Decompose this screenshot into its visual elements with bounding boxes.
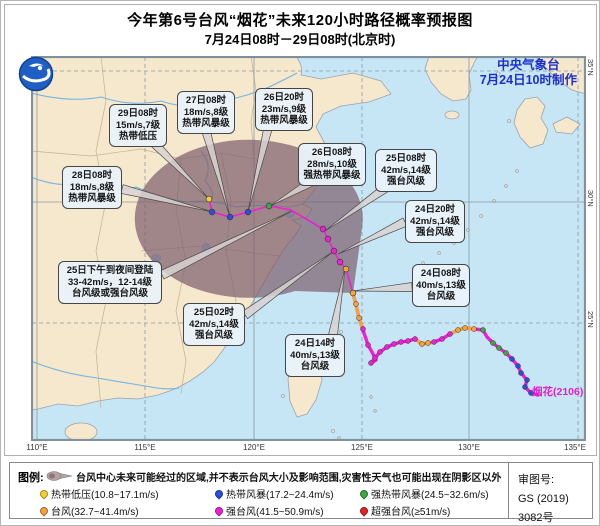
callout-line: 23m/s,9级 bbox=[261, 103, 307, 115]
callout-line: 强台风级 bbox=[194, 330, 233, 341]
ty-dot-icon bbox=[38, 505, 50, 517]
credit-agency: 中央气象台 bbox=[497, 58, 560, 72]
callout-27d08h: 27日08时 18m/s,8级 热带风暴级 bbox=[177, 91, 235, 134]
callout-line: 26日20时 bbox=[263, 92, 305, 103]
callout-25d02h: 25日02时 42m/s,14级 强台风级 bbox=[183, 303, 245, 346]
callout-line: 强热带风暴级 bbox=[303, 170, 361, 181]
callout-24d14h: 24日14时 40m/s,13级 台风级 bbox=[285, 334, 345, 377]
callout-line: 热带风暴级 bbox=[182, 118, 230, 129]
callout-line: 42m/s,14级 bbox=[381, 164, 431, 176]
legend-item-ts: 热带风暴(17.2~24.4m/s) bbox=[213, 486, 334, 501]
callout-line: 25日下午到夜间登陆 bbox=[66, 265, 154, 276]
page-subtitle: 7月24日08时－29日08时(北京时) bbox=[204, 32, 396, 47]
korea-peninsula bbox=[424, 56, 479, 102]
callout-24d20h: 24日20时 42m/s,14级 强台风级 bbox=[405, 200, 465, 243]
callout-line: 15m/s,7级 bbox=[115, 119, 161, 131]
lon-label-115e: 115°E bbox=[134, 443, 156, 452]
legend-item-sty: 强台风(41.5~50.9m/s) bbox=[213, 503, 324, 518]
credit-issued: 7月24日10时制作 bbox=[479, 73, 577, 87]
cma-logo-icon bbox=[18, 56, 54, 92]
lon-label-125e: 125°E bbox=[351, 443, 373, 452]
cone-legend-icon bbox=[46, 471, 73, 481]
sts-dot-icon bbox=[358, 488, 370, 500]
callout-line: 42m/s,14级 bbox=[410, 215, 460, 227]
callout-line: 18m/s,8级 bbox=[183, 106, 229, 118]
callout-line: 强台风级 bbox=[415, 227, 454, 238]
storm-name-label: 烟花(2106) bbox=[532, 386, 584, 398]
legend-item-sts: 强热带风暴(24.5~32.6m/s) bbox=[358, 486, 489, 501]
credit-block: 中央气象台 7月24日10时制作 bbox=[480, 58, 577, 88]
callout-line: 台风级或强台风级 bbox=[71, 288, 148, 299]
legend-item-super-ty: 超强台风(≥51m/s) bbox=[358, 503, 450, 518]
callout-line: 27日08时 bbox=[185, 95, 227, 106]
map-review-number: 审图号: GS (2019) 3082号 bbox=[518, 471, 592, 525]
jeju-island bbox=[444, 110, 460, 120]
honshu-island bbox=[534, 56, 586, 95]
callout-line: 台风级 bbox=[300, 361, 330, 372]
ts-dot-icon bbox=[213, 488, 225, 500]
hainan-island bbox=[64, 422, 98, 441]
upper-frame bbox=[4, 4, 597, 456]
super-ty-dot-icon bbox=[358, 505, 370, 517]
lon-label-110e: 110°E bbox=[26, 443, 48, 452]
legend-panel: 图例: 台风中心未来可能经过的区域,并不表示台风大小及影响范围,灾害性天气也可能… bbox=[9, 462, 593, 524]
callout-24d08h: 24日08时 40m/s,13级 台风级 bbox=[412, 264, 470, 307]
page-title: 今年第6号台风“烟花”未来120小时路径概率预报图 bbox=[127, 12, 473, 29]
sty-dot-icon bbox=[213, 505, 225, 517]
kyushu-island bbox=[513, 96, 549, 149]
legend-item-td: 热带低压(10.8~17.1m/s) bbox=[38, 486, 159, 501]
callout-line: 台风级 bbox=[426, 291, 456, 302]
callout-line: 热带风暴级 bbox=[260, 115, 308, 126]
callout-line: 40m/s,13级 bbox=[416, 279, 466, 291]
callout-26d20h: 26日20时 23m/s,9级 热带风暴级 bbox=[255, 88, 313, 131]
callout-line: 26日08时 bbox=[311, 147, 353, 158]
shikoku-island bbox=[552, 116, 581, 135]
callout-28d08h: 28日08时 18m/s,8级 热带风暴级 bbox=[62, 166, 122, 209]
review-label: 审图号: bbox=[518, 474, 555, 486]
callout-29d08h: 29日08时 15m/s,7级 热带低压 bbox=[109, 104, 167, 147]
callout-line: 18m/s,8级 bbox=[69, 181, 115, 193]
callout-line: 28m/s,10级 bbox=[307, 158, 357, 170]
callout-line: 热带风暴级 bbox=[68, 193, 116, 204]
callout-26d08h: 26日08时 28m/s,10级 强热带风暴级 bbox=[298, 143, 366, 186]
callout-line: 28日08时 bbox=[71, 170, 113, 181]
callout-line: 24日14时 bbox=[294, 338, 336, 349]
legend-note: 台风中心未来可能经过的区域,并不表示台风大小及影响范围,灾害性天气也可能出现在阴… bbox=[76, 473, 502, 484]
track-points bbox=[205, 195, 534, 396]
callout-line: 29日08时 bbox=[117, 108, 159, 119]
callout-line: 强台风级 bbox=[386, 176, 425, 187]
legend-heading: 图例: bbox=[18, 472, 44, 484]
lon-label-120e: 120°E bbox=[243, 443, 265, 452]
td-dot-icon bbox=[38, 488, 50, 500]
lon-label-135e: 135°E bbox=[564, 443, 586, 452]
lat-label-30n: 30°N bbox=[586, 190, 595, 207]
callout-line: 24日08时 bbox=[420, 268, 462, 279]
callout-line: 热带低压 bbox=[118, 131, 157, 142]
lon-label-130e: 130°E bbox=[458, 443, 480, 452]
callout-line: 24日20时 bbox=[414, 204, 456, 215]
lat-label-25n: 25°N bbox=[586, 311, 595, 328]
lat-label-35n: 35°N bbox=[586, 59, 595, 76]
legend-item-ty: 台风(32.7~41.4m/s) bbox=[38, 503, 139, 518]
callout-line: 42m/s,14级 bbox=[189, 318, 239, 330]
callout-line: 33-42m/s，12-14级 bbox=[68, 276, 152, 288]
callout-line: 40m/s,13级 bbox=[290, 349, 340, 361]
map-frame bbox=[31, 56, 586, 441]
review-value: GS (2019) 3082号 bbox=[518, 493, 569, 524]
callout-25d08h: 25日08时 42m/s,14级 强台风级 bbox=[375, 149, 437, 192]
callout-landfall: 25日下午到夜间登陆 33-42m/s，12-14级 台风级或强台风级 bbox=[58, 261, 162, 304]
callout-line: 25日02时 bbox=[193, 307, 235, 318]
callout-line: 25日08时 bbox=[385, 153, 427, 164]
legend-divider bbox=[508, 463, 509, 518]
